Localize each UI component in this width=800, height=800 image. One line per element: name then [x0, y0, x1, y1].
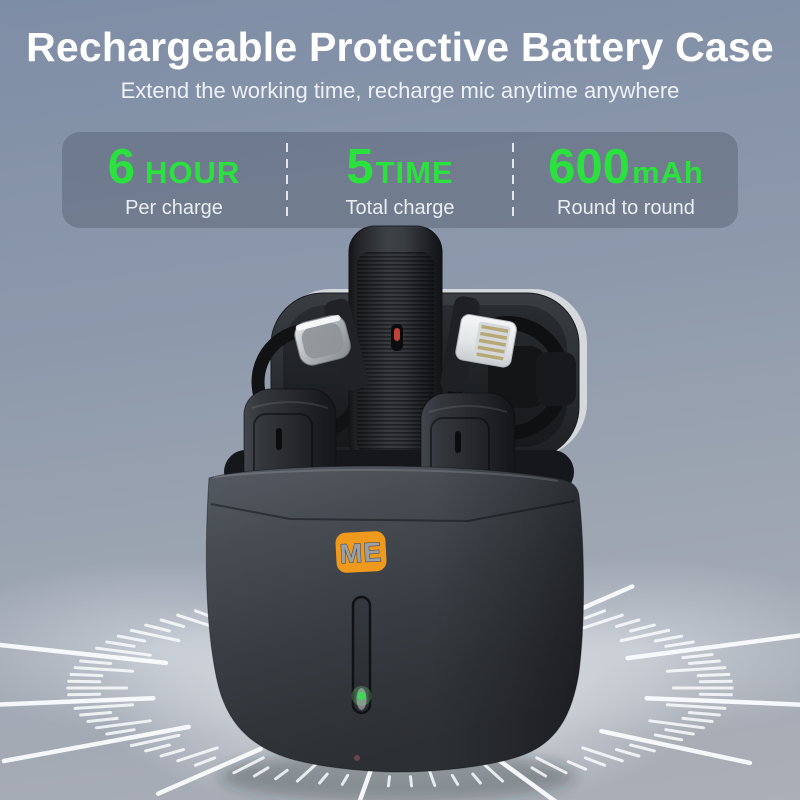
led-reflection — [354, 755, 360, 761]
lightning-connector — [440, 296, 517, 393]
page-title: Rechargeable Protective Battery Case — [26, 24, 774, 70]
case-body — [205, 465, 585, 773]
stat-label: Total charge — [345, 196, 455, 219]
brand-badge-plate — [335, 531, 387, 573]
case-lid-seam — [210, 500, 576, 522]
lightning-contact-pins — [476, 324, 509, 361]
brand-badge-text: ME — [339, 537, 383, 569]
stat-unit: mAh — [631, 154, 704, 190]
case-front-groove — [351, 595, 372, 715]
charge-led — [357, 691, 366, 701]
stat-value: 5 — [346, 139, 374, 194]
stat-total-charge: 5 TIME Total charge — [288, 139, 512, 219]
stat-value: 6 — [107, 139, 135, 194]
page-subtitle: Extend the working time, recharge mic an… — [120, 78, 680, 103]
stat-label: Round to round — [557, 196, 695, 219]
stat-capacity: 600 mAh Round to round — [514, 139, 738, 219]
stats-divider — [286, 143, 288, 217]
receiver-ribbed-texture — [357, 252, 434, 454]
mic-right-slot — [455, 431, 461, 453]
stat-unit: HOUR — [144, 154, 241, 190]
stats-panel: 6 HOUR Per charge 5 TIME Total charge 60… — [62, 132, 738, 228]
stats-divider — [512, 143, 514, 217]
mic-left-slot — [276, 428, 282, 450]
stat-per-charge: 6 HOUR Per charge — [62, 139, 286, 219]
brand-badge: ME — [335, 531, 387, 573]
receiver-unit — [348, 225, 443, 467]
usb-c-connector — [294, 298, 369, 391]
stat-label: Per charge — [125, 196, 223, 219]
receiver-red-indicator — [394, 328, 400, 341]
stat-value: 600 — [548, 139, 630, 194]
stat-unit: TIME — [375, 154, 454, 190]
